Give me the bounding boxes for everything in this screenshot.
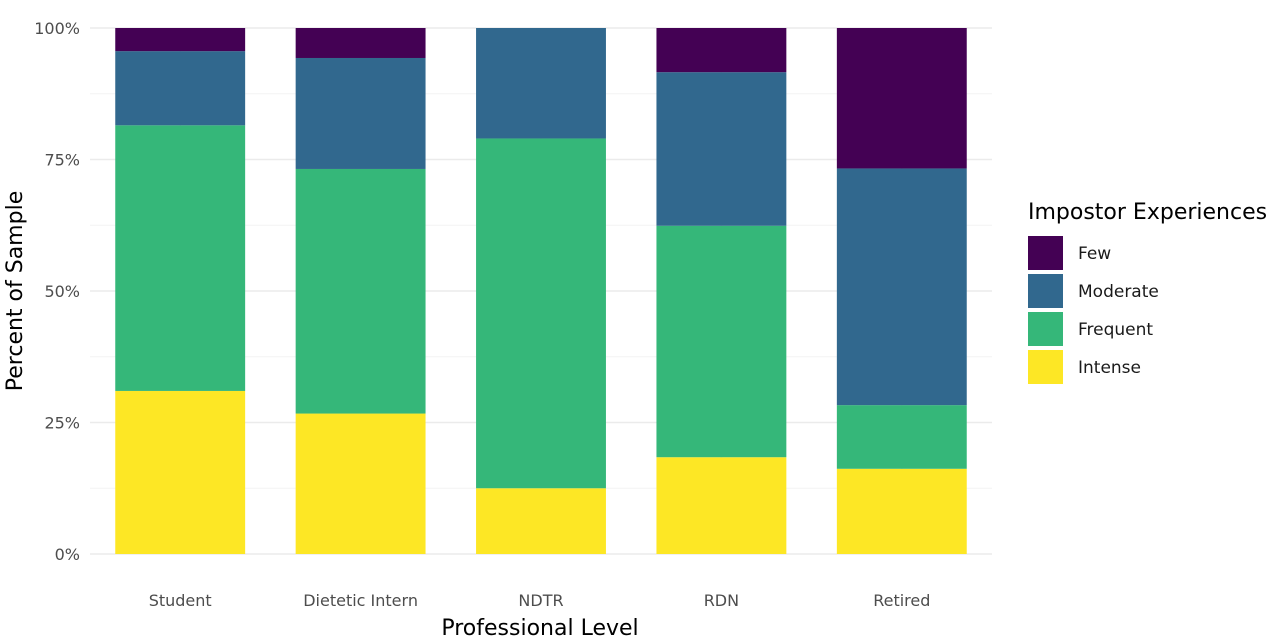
legend-swatch-frequent: [1028, 312, 1063, 346]
y-tick-label: 0%: [55, 545, 80, 564]
bar-segment-intense: [836, 468, 967, 554]
x-tick-label: RDN: [704, 591, 739, 610]
legend-item-moderate: Moderate: [1028, 274, 1159, 308]
bar-segment-frequent: [115, 125, 246, 391]
legend-swatch-intense: [1028, 350, 1063, 384]
legend-item-intense: Intense: [1028, 350, 1141, 384]
legend-item-few: Few: [1028, 236, 1111, 270]
bar-segment-intense: [656, 457, 787, 554]
legend-title: Impostor Experiences: [1028, 200, 1267, 225]
y-axis-title: Percent of Sample: [3, 191, 28, 391]
bar-segment-frequent: [295, 168, 426, 414]
bar-stack-ndtr: [476, 28, 606, 554]
bar-segment-moderate: [656, 72, 787, 226]
bar-segment-frequent: [476, 138, 606, 489]
bars: [115, 28, 967, 554]
bar-stack-dietetic-intern: [295, 28, 426, 554]
x-axis-title: Professional Level: [441, 616, 638, 640]
x-axis-ticks: Student Dietetic Intern NDTR RDN Retired: [149, 591, 931, 610]
y-axis-ticks: 0% 25% 50% 75% 100%: [34, 19, 80, 564]
bar-segment-intense: [295, 413, 426, 554]
bar-segment-few: [295, 28, 426, 58]
legend-label-intense: Intense: [1078, 358, 1141, 378]
x-tick-label: Retired: [873, 591, 930, 610]
bar-stack-student: [115, 28, 246, 554]
legend-items: Few Moderate Frequent Intense: [1028, 236, 1159, 384]
bar-segment-intense: [476, 488, 606, 554]
bar-stack-retired: [836, 28, 967, 554]
x-tick-label: NDTR: [518, 591, 563, 610]
bar-segment-intense: [115, 390, 246, 554]
y-tick-label: 50%: [44, 282, 80, 301]
bar-segment-moderate: [115, 51, 246, 126]
bar-segment-few: [656, 28, 787, 73]
legend-label-moderate: Moderate: [1078, 282, 1159, 302]
bar-segment-frequent: [836, 405, 967, 469]
legend-label-few: Few: [1078, 244, 1111, 264]
legend-swatch-moderate: [1028, 274, 1063, 308]
bar-segment-moderate: [836, 168, 967, 406]
bar-stack-rdn: [656, 28, 787, 554]
y-tick-label: 25%: [44, 414, 80, 433]
bar-segment-few: [836, 28, 967, 169]
legend-swatch-few: [1028, 236, 1063, 270]
legend-item-frequent: Frequent: [1028, 312, 1153, 346]
bar-segment-frequent: [656, 225, 787, 458]
bar-segment-moderate: [476, 28, 606, 139]
legend-label-frequent: Frequent: [1078, 320, 1153, 340]
legend: Impostor Experiences Few Moderate Frequent…: [1028, 200, 1267, 384]
bar-segment-moderate: [295, 57, 426, 169]
y-tick-label: 75%: [44, 151, 80, 170]
x-tick-label: Dietetic Intern: [303, 591, 418, 610]
x-tick-label: Student: [149, 591, 212, 610]
y-tick-label: 100%: [34, 19, 80, 38]
bar-segment-few: [115, 28, 246, 52]
